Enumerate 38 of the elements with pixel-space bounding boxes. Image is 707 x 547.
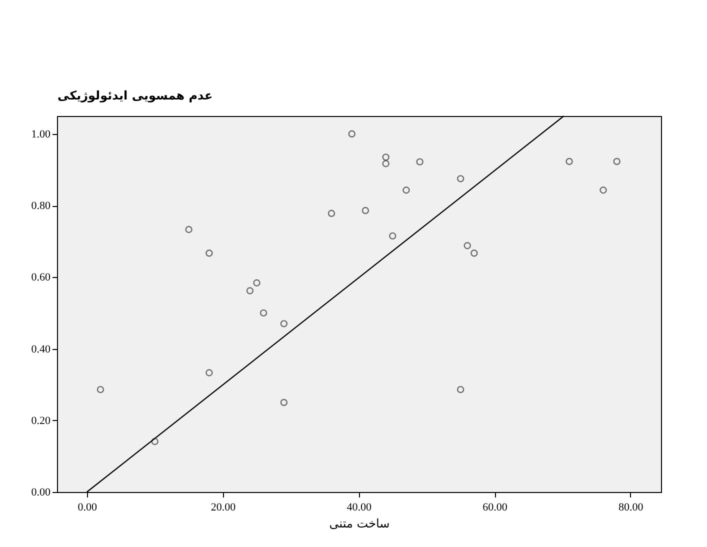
point	[280, 320, 288, 328]
point	[206, 369, 213, 376]
point	[260, 309, 268, 317]
point	[456, 175, 464, 182]
point	[382, 160, 390, 168]
y-tick-label: 1.00	[31, 128, 51, 140]
point	[389, 232, 396, 240]
x-tick-label: 40.00	[346, 502, 372, 514]
y-tick-label: 0.40	[31, 343, 51, 356]
point	[246, 287, 254, 294]
point	[382, 154, 390, 161]
point	[206, 250, 213, 257]
point	[464, 242, 471, 250]
y-tick-label: 0.80	[31, 200, 51, 212]
point	[348, 130, 356, 138]
point	[456, 386, 464, 394]
point	[416, 158, 424, 166]
point	[566, 158, 573, 166]
x-tick-label: 60.00	[482, 502, 508, 514]
point	[280, 398, 288, 406]
x-tick-label: 80.00	[618, 502, 644, 514]
y-tick-label: 0.20	[31, 414, 51, 427]
point	[402, 186, 410, 194]
point	[96, 386, 104, 394]
x-tick-label: 0.00	[78, 502, 98, 514]
point	[253, 279, 260, 286]
point	[362, 206, 370, 214]
point	[328, 210, 336, 217]
point	[470, 250, 478, 257]
point	[613, 158, 620, 166]
point	[185, 226, 192, 234]
y-tick-label: 0.00	[31, 486, 51, 498]
x-axis-title: ساخت متنی	[329, 516, 390, 530]
x-tick-label: 20.00	[210, 502, 236, 514]
y-axis-title: عدم همسویی ایدئولوژیکی	[58, 88, 213, 102]
point	[600, 186, 607, 194]
y-tick-label: 0.60	[31, 272, 51, 284]
point	[151, 438, 158, 446]
